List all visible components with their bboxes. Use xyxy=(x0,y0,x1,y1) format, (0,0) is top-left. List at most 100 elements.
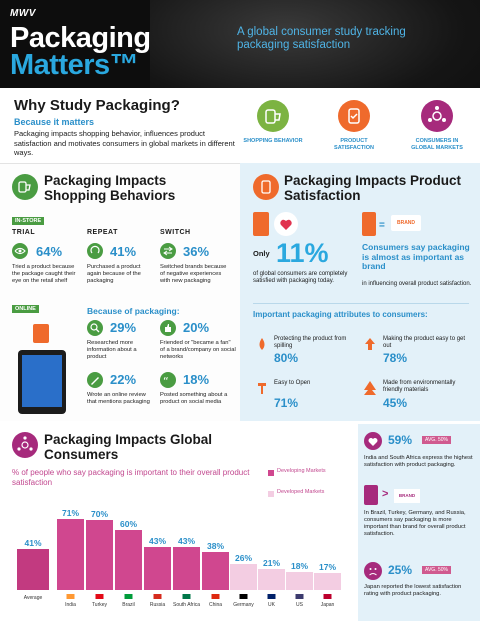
tablet-icon xyxy=(18,350,66,414)
flag-icon xyxy=(267,594,276,599)
review-pct: 22% xyxy=(110,372,137,387)
attr-eco-desc: Made from environmentally friendly mater… xyxy=(383,380,456,393)
trial-desc: Tried a product because the package caug… xyxy=(12,264,76,284)
only-label: Only xyxy=(253,249,270,258)
bar-category-label: Turkey xyxy=(92,602,108,608)
flag-icon xyxy=(211,594,220,599)
bar-us xyxy=(286,572,313,590)
online-tag: ONLINE xyxy=(12,305,39,313)
legend-developed: Developed Markets xyxy=(277,489,325,495)
magnifier-icon xyxy=(87,320,103,336)
flag-icon xyxy=(124,594,133,599)
posted-desc: Posted something about a product on soci… xyxy=(160,392,228,405)
flag-icon xyxy=(95,594,104,599)
col-heading-switch: SWITCH xyxy=(160,229,191,236)
side-low-avg: AVG. 50% xyxy=(422,566,451,574)
bar-value-label: 71% xyxy=(62,508,79,518)
bar-category-label: Germany xyxy=(233,602,254,608)
attributes-title: Important packaging attributes to consum… xyxy=(253,310,428,319)
eye-icon xyxy=(12,243,28,259)
heart-icon xyxy=(364,432,382,450)
bar-value-label: 17% xyxy=(319,562,336,572)
attr-easyout-pct: 78% xyxy=(383,351,408,365)
why-label-shopping: SHOPPING BEHAVIOR xyxy=(243,138,303,144)
network-icon xyxy=(12,432,38,458)
switch-icon xyxy=(160,243,176,259)
flag-icon xyxy=(66,594,75,599)
research-pct: 29% xyxy=(110,320,137,335)
package-icon xyxy=(253,212,269,236)
friended-pct: 20% xyxy=(183,320,210,335)
sad-face-icon xyxy=(364,562,382,580)
why-label-satisfaction: PRODUCT SATISFACTION xyxy=(334,138,374,151)
bar-category-label: India xyxy=(65,602,76,608)
header-banner xyxy=(0,0,480,88)
switch-pct: 36% xyxy=(183,244,210,259)
header-glow xyxy=(150,0,480,88)
why-label-global: CONSUMERS IN GLOBAL MARKETS xyxy=(411,138,463,151)
posted-pct: 18% xyxy=(183,372,210,387)
brand-title: Consumers say packaging is almost as imp… xyxy=(362,242,470,271)
bar-category-label: China xyxy=(209,602,222,608)
attr-spill-desc: Protecting the product from spilling xyxy=(274,336,347,349)
arrow-up-icon xyxy=(363,336,377,352)
attr-open-desc: Easy to Open xyxy=(274,380,311,386)
repeat-icon xyxy=(87,243,103,259)
cup-icon xyxy=(253,174,279,200)
bar-category-label: UK xyxy=(268,602,276,608)
bar-average xyxy=(17,549,49,590)
legend-swatch-developing xyxy=(268,470,274,476)
quote-icon: “ xyxy=(160,372,176,388)
bar-japan xyxy=(314,573,341,590)
flag-icon xyxy=(239,594,248,599)
col-heading-repeat: REPEAT xyxy=(87,229,118,236)
friended-desc: Friended or "became a fan" of a brand/co… xyxy=(160,340,236,360)
global-title: Packaging Impacts Global Consumers xyxy=(44,432,213,462)
why-title: Why Study Packaging? xyxy=(14,97,180,114)
switch-desc: Switched brands because of negative expe… xyxy=(160,264,227,284)
side-high-avg: AVG. 50% xyxy=(422,436,451,444)
side-low-pct: 25% xyxy=(388,563,413,577)
bar-india xyxy=(57,519,84,590)
repeat-desc: Purchased a product again because of the… xyxy=(87,264,141,284)
cart-icon xyxy=(257,100,289,132)
pencil-icon xyxy=(87,372,103,388)
attr-spill-pct: 80% xyxy=(274,351,299,365)
side-high-pct: 59% xyxy=(388,433,413,447)
network-icon xyxy=(421,100,453,132)
bar-value-label: 43% xyxy=(178,536,195,546)
bar-value-label: 38% xyxy=(207,541,224,551)
cart-icon xyxy=(12,174,38,200)
header-tagline: A global consumer study tracking packagi… xyxy=(237,26,406,51)
tree-icon xyxy=(363,380,377,398)
satisfied-desc: of global consumers are completely satis… xyxy=(253,271,348,284)
flag-icon xyxy=(153,594,162,599)
package-icon xyxy=(33,324,49,343)
bar-value-label: 60% xyxy=(120,519,137,529)
bar-brazil xyxy=(115,530,142,590)
svg-text:“: “ xyxy=(163,375,169,388)
bar-south-africa xyxy=(173,547,200,590)
side-low-desc: Japan reported the lowest satisfaction r… xyxy=(364,584,462,597)
bar-category-label: South Africa xyxy=(173,602,200,608)
bar-value-label: 21% xyxy=(263,558,280,568)
legend-swatch-developed xyxy=(268,491,274,497)
brand-tag: BRAND xyxy=(391,215,421,231)
shopping-title: Packaging Impacts Shopping Behaviors xyxy=(44,173,176,203)
global-side-panel xyxy=(358,424,480,621)
research-desc: Researched more information about a prod… xyxy=(87,340,137,360)
bar-value-label: 70% xyxy=(91,509,108,519)
bar-uk xyxy=(258,569,285,590)
why-text: Packaging impacts shopping behavior, inf… xyxy=(14,129,235,157)
bar-category-label: Brazil xyxy=(122,602,135,608)
bar-category-label: Russia xyxy=(150,602,166,608)
opener-icon xyxy=(255,380,269,396)
global-subtitle: % of people who say packaging is importa… xyxy=(12,468,250,487)
attr-open-pct: 71% xyxy=(274,396,299,410)
package-icon xyxy=(362,212,376,236)
page-title-line2: Matters™ xyxy=(10,49,139,81)
bar-china xyxy=(202,552,229,590)
bar-value-label: 18% xyxy=(291,561,308,571)
bar-value-label: 41% xyxy=(24,538,41,548)
heart-icon xyxy=(274,212,298,236)
